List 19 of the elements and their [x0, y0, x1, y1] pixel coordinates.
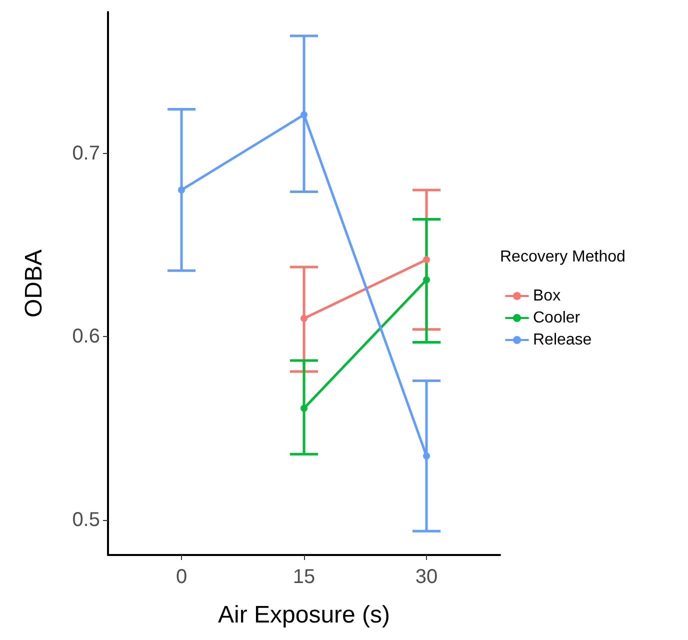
y-tick-label: 0.7: [72, 142, 100, 164]
point: [423, 256, 430, 264]
point: [423, 452, 430, 460]
x-axis-title: Air Exposure (s): [218, 602, 390, 628]
y-axis-title: ODBA: [20, 249, 48, 318]
x-tick-label: 15: [292, 566, 316, 588]
legend-title: Recovery Method: [500, 248, 626, 266]
legend-label: Cooler: [533, 310, 581, 326]
legend-label: Box: [533, 288, 561, 304]
point: [300, 111, 308, 118]
x-tick-label: 0: [176, 566, 188, 588]
point: [300, 404, 308, 412]
x-tick-label: 30: [415, 566, 438, 588]
legend-label: Release: [533, 332, 592, 348]
point: [423, 276, 430, 284]
point: [178, 186, 185, 194]
y-tick-label: 0.6: [72, 326, 100, 348]
y-tick-label: 0.5: [72, 509, 100, 532]
point: [300, 314, 308, 322]
